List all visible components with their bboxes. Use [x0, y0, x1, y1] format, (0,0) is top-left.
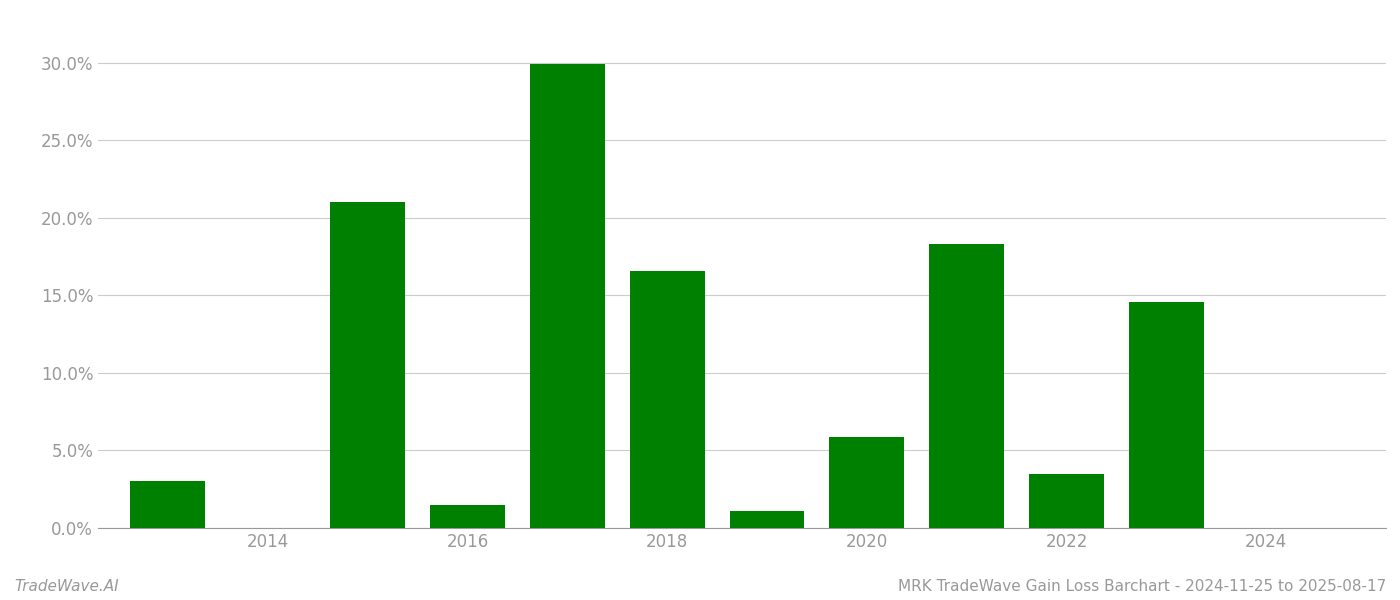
Bar — [529, 64, 605, 528]
Bar — [930, 244, 1004, 528]
Bar — [330, 202, 405, 528]
Bar — [729, 511, 805, 528]
Bar — [130, 481, 206, 528]
Text: MRK TradeWave Gain Loss Barchart - 2024-11-25 to 2025-08-17: MRK TradeWave Gain Loss Barchart - 2024-… — [897, 579, 1386, 594]
Text: TradeWave.AI: TradeWave.AI — [14, 579, 119, 594]
Bar — [1029, 474, 1105, 528]
Bar — [430, 505, 505, 528]
Bar — [1128, 302, 1204, 528]
Bar — [829, 437, 904, 528]
Bar — [630, 271, 704, 528]
